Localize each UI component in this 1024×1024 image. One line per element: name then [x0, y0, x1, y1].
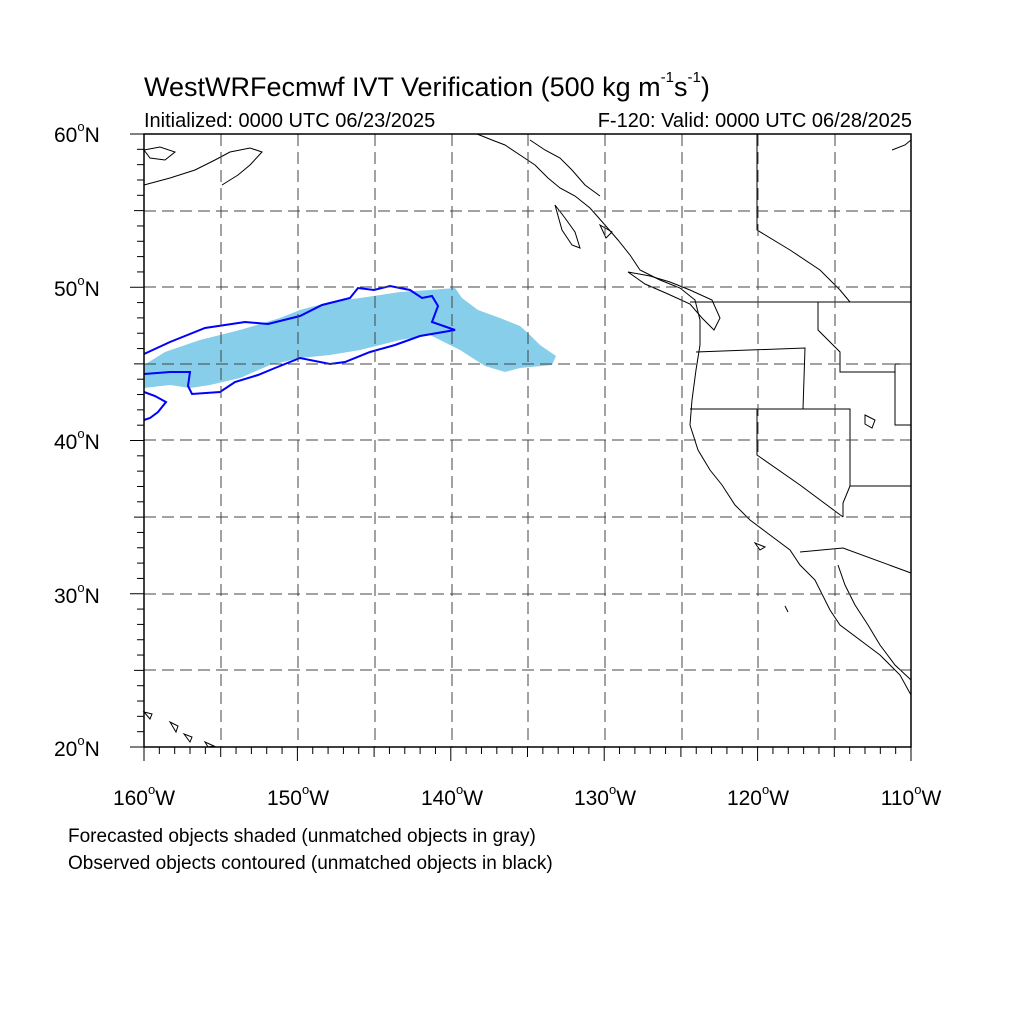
political-borders	[690, 134, 912, 574]
title-end: )	[700, 72, 710, 102]
title-exp2: -1	[687, 69, 701, 86]
title-exp1: -1	[660, 69, 674, 86]
observed-object-south	[143, 391, 168, 421]
lon-label-160w: 160oW	[112, 782, 176, 810]
lat-label-40n: 40oN	[54, 426, 100, 454]
title-main: WestWRFecmwf IVT Verification (500 kg m	[144, 72, 661, 102]
lat-label-20n: 20oN	[54, 733, 100, 761]
axis-ticks	[130, 133, 912, 761]
valid-label: F-120: Valid: 0000 UTC 06/28/2025	[597, 110, 912, 132]
lon-label-140w: 140oW	[420, 782, 484, 810]
gridlines	[144, 134, 911, 747]
lat-label-50n: 50oN	[54, 273, 100, 301]
title-mid: s	[673, 72, 688, 102]
lat-label-30n: 30oN	[54, 580, 100, 608]
forecast-object	[144, 288, 556, 388]
observed-object-main	[143, 284, 456, 396]
lon-label-130w: 130oW	[573, 782, 637, 810]
lon-label-150w: 150oW	[266, 782, 330, 810]
lon-label-110w: 110oW	[880, 782, 942, 810]
lon-label-120w: 120oW	[726, 782, 790, 810]
initialized-label: Initialized: 0000 UTC 06/23/2025	[144, 110, 436, 132]
coastlines	[142, 133, 912, 748]
lat-label-60n: 60oN	[54, 119, 100, 147]
chart-title: WestWRFecmwf IVT Verification (500 kg m-…	[144, 69, 710, 103]
observed-note: Observed objects contoured (unmatched ob…	[68, 853, 553, 874]
forecast-note: Forecasted objects shaded (unmatched obj…	[68, 826, 536, 847]
